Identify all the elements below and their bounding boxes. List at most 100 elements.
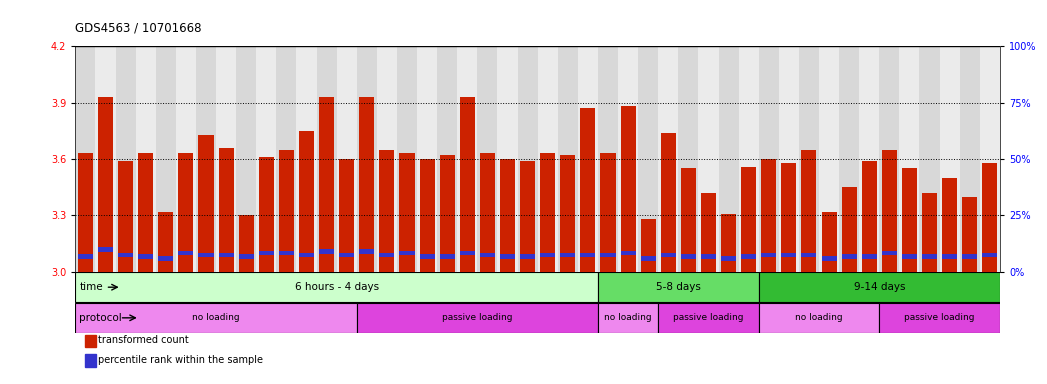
- Bar: [98, 97, 113, 272]
- Bar: [759, 303, 879, 333]
- Bar: [638, 46, 659, 272]
- Bar: [377, 46, 397, 272]
- Bar: [819, 46, 839, 272]
- Bar: [721, 257, 736, 261]
- Bar: [299, 253, 314, 257]
- Bar: [600, 253, 616, 257]
- Bar: [681, 168, 696, 272]
- Bar: [196, 46, 216, 272]
- Bar: [721, 214, 736, 272]
- Bar: [339, 159, 354, 272]
- Bar: [842, 255, 856, 259]
- Bar: [520, 161, 535, 272]
- Bar: [178, 153, 194, 272]
- Bar: [480, 253, 495, 257]
- Bar: [598, 303, 659, 333]
- Bar: [560, 253, 575, 257]
- Bar: [400, 251, 415, 255]
- Bar: [741, 255, 756, 259]
- Bar: [319, 97, 334, 272]
- Bar: [359, 97, 375, 272]
- Bar: [158, 257, 174, 261]
- Bar: [982, 163, 998, 272]
- Bar: [75, 46, 95, 272]
- Bar: [801, 149, 817, 272]
- Bar: [801, 253, 817, 257]
- Bar: [520, 255, 535, 259]
- Bar: [500, 159, 515, 272]
- Bar: [379, 149, 395, 272]
- Bar: [600, 153, 616, 272]
- Bar: [661, 132, 675, 272]
- Text: no loading: no loading: [193, 313, 240, 322]
- Text: GDS4563 / 10701668: GDS4563 / 10701668: [75, 22, 202, 35]
- Bar: [839, 46, 860, 272]
- Bar: [299, 131, 314, 272]
- Bar: [759, 273, 1000, 302]
- Bar: [879, 303, 1000, 333]
- Bar: [115, 46, 136, 272]
- Bar: [899, 46, 919, 272]
- Bar: [517, 46, 538, 272]
- Bar: [779, 46, 799, 272]
- Bar: [156, 46, 176, 272]
- Bar: [860, 46, 879, 272]
- Bar: [799, 46, 819, 272]
- Bar: [237, 46, 257, 272]
- Bar: [239, 255, 253, 259]
- Bar: [85, 335, 95, 348]
- Bar: [538, 46, 558, 272]
- Text: passive loading: passive loading: [442, 313, 513, 322]
- Bar: [761, 253, 776, 257]
- Bar: [942, 255, 957, 259]
- Bar: [618, 46, 638, 272]
- Bar: [759, 46, 779, 272]
- Bar: [417, 46, 438, 272]
- Bar: [560, 155, 575, 272]
- Bar: [901, 255, 917, 259]
- Bar: [962, 197, 977, 272]
- Bar: [678, 46, 698, 272]
- Bar: [659, 46, 678, 272]
- Text: 5-8 days: 5-8 days: [655, 282, 700, 292]
- Bar: [178, 251, 194, 255]
- Bar: [337, 46, 357, 272]
- Bar: [882, 251, 897, 255]
- Bar: [77, 153, 93, 272]
- Bar: [641, 219, 655, 272]
- Bar: [440, 155, 454, 272]
- Bar: [659, 303, 759, 333]
- Bar: [239, 215, 253, 272]
- Bar: [319, 249, 334, 253]
- Bar: [700, 193, 716, 272]
- Bar: [199, 134, 214, 272]
- Bar: [842, 187, 856, 272]
- Bar: [85, 354, 95, 367]
- Bar: [75, 273, 598, 302]
- Bar: [118, 253, 133, 257]
- Bar: [497, 46, 517, 272]
- Bar: [580, 108, 596, 272]
- Bar: [500, 255, 515, 259]
- Bar: [158, 212, 174, 272]
- Bar: [980, 46, 1000, 272]
- Bar: [781, 163, 797, 272]
- Bar: [276, 46, 296, 272]
- Bar: [922, 255, 937, 259]
- Bar: [219, 253, 233, 257]
- Bar: [359, 249, 375, 253]
- Bar: [440, 255, 454, 259]
- Bar: [77, 255, 93, 259]
- Bar: [296, 46, 316, 272]
- Bar: [681, 255, 696, 259]
- Bar: [738, 46, 759, 272]
- Bar: [279, 251, 294, 255]
- Bar: [661, 253, 675, 257]
- Bar: [458, 46, 477, 272]
- Bar: [558, 46, 578, 272]
- Bar: [598, 46, 618, 272]
- Bar: [540, 153, 555, 272]
- Bar: [862, 161, 876, 272]
- Bar: [316, 46, 337, 272]
- Bar: [540, 253, 555, 257]
